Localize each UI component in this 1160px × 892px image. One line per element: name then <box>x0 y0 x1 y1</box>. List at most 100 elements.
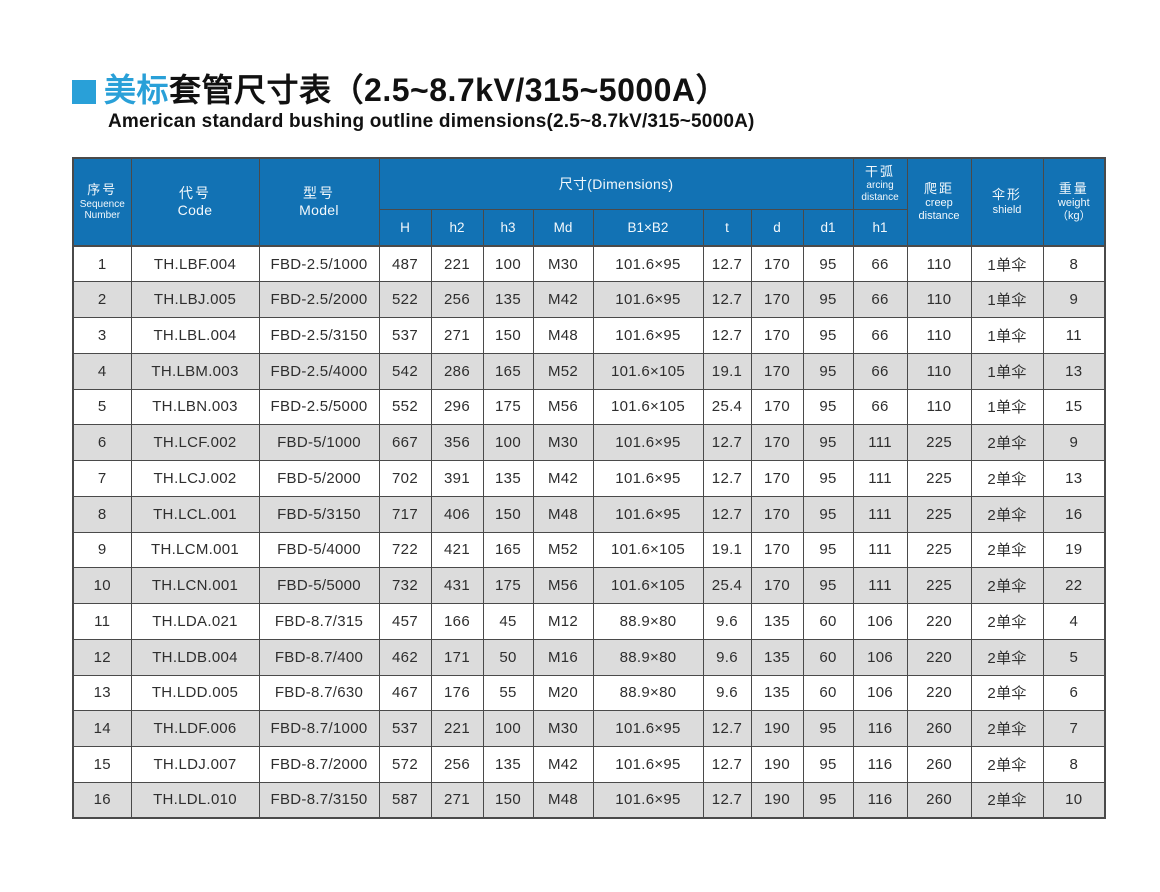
cell-d1: 95 <box>802 317 854 354</box>
cell-b1xb2: 101.6×105 <box>592 352 704 390</box>
cell-md: M42 <box>532 281 594 318</box>
cell-b1xb2: 88.9×80 <box>592 638 704 676</box>
cell-creep: 110 <box>906 388 972 426</box>
cell-t: 19.1 <box>702 531 752 569</box>
col-header-shield: 伞形 shield <box>970 157 1044 247</box>
cell-d1: 95 <box>802 281 854 318</box>
page-title: 美标套管尺寸表（2.5~8.7kV/315~5000A） <box>104 72 728 109</box>
cell-d1: 95 <box>802 352 854 390</box>
table-row: 8 TH.LCL.001 FBD-5/3150 717 406 150 M48 101.6×9… <box>72 495 1106 533</box>
cell-d: 135 <box>750 603 804 640</box>
dimensions-table: 序号 Sequence Number 代号 Code 型号 Model 尺寸(D… <box>72 157 1107 819</box>
cell-h3: 55 <box>482 674 534 712</box>
cell-code: TH.LDB.004 <box>130 638 260 676</box>
cell-creep: 260 <box>906 746 972 783</box>
cell-h2: 166 <box>430 603 484 640</box>
cell-md: M20 <box>532 674 594 712</box>
cell-d: 170 <box>750 317 804 354</box>
col-header-sequence-number: 序号 Sequence Number <box>72 157 132 247</box>
cell-h1: 111 <box>852 424 908 461</box>
cell-model: FBD-2.5/3150 <box>258 317 380 354</box>
cell-h3: 175 <box>482 388 534 426</box>
cell-h2: 391 <box>430 460 484 497</box>
cell-t: 12.7 <box>702 710 752 747</box>
cell-t: 25.4 <box>702 567 752 604</box>
cell-weight: 22 <box>1042 567 1106 604</box>
col-header-Md: Md <box>532 208 594 247</box>
cell-h2: 431 <box>430 567 484 604</box>
cell-shield: 2单伞 <box>970 781 1044 819</box>
cell-seq: 5 <box>72 388 132 426</box>
cell-h2: 286 <box>430 352 484 390</box>
cell-creep: 225 <box>906 460 972 497</box>
cell-model: FBD-2.5/4000 <box>258 352 380 390</box>
cell-creep: 220 <box>906 603 972 640</box>
cell-shield: 1单伞 <box>970 388 1044 426</box>
cell-h1: 111 <box>852 460 908 497</box>
cell-seq: 15 <box>72 746 132 783</box>
cell-h: 667 <box>378 424 432 461</box>
cell-md: M30 <box>532 245 594 283</box>
cell-d1: 95 <box>802 710 854 747</box>
cell-seq: 12 <box>72 638 132 676</box>
cell-h: 457 <box>378 603 432 640</box>
cell-creep: 110 <box>906 352 972 390</box>
table-row: 5 TH.LBN.003 FBD-2.5/5000 552 296 175 M56 101.6… <box>72 388 1106 426</box>
cell-d: 170 <box>750 352 804 390</box>
cell-h: 552 <box>378 388 432 426</box>
cell-weight: 9 <box>1042 281 1106 318</box>
cell-md: M30 <box>532 710 594 747</box>
title-block: 美标套管尺寸表（2.5~8.7kV/315~5000A） American st… <box>72 72 755 133</box>
cell-h1: 106 <box>852 674 908 712</box>
cell-h3: 165 <box>482 531 534 569</box>
cell-h: 542 <box>378 352 432 390</box>
cell-model: FBD-2.5/2000 <box>258 281 380 318</box>
cell-model: FBD-8.7/3150 <box>258 781 380 819</box>
cell-h3: 135 <box>482 281 534 318</box>
cell-h1: 116 <box>852 710 908 747</box>
cell-d: 170 <box>750 495 804 533</box>
cell-h: 587 <box>378 781 432 819</box>
cell-h3: 135 <box>482 460 534 497</box>
cell-md: M48 <box>532 317 594 354</box>
cell-model: FBD-5/4000 <box>258 531 380 569</box>
cell-t: 12.7 <box>702 424 752 461</box>
cell-seq: 6 <box>72 424 132 461</box>
cell-model: FBD-8.7/630 <box>258 674 380 712</box>
cell-md: M42 <box>532 746 594 783</box>
table-row: 6 TH.LCF.002 FBD-5/1000 667 356 100 M30 101.6×9… <box>72 424 1106 461</box>
table-row: 7 TH.LCJ.002 FBD-5/2000 702 391 135 M42 101.6×9… <box>72 460 1106 497</box>
table-row: 4 TH.LBM.003 FBD-2.5/4000 542 286 165 M52 101.6… <box>72 352 1106 390</box>
cell-h1: 116 <box>852 781 908 819</box>
cell-d: 190 <box>750 781 804 819</box>
cell-h2: 171 <box>430 638 484 676</box>
cell-md: M16 <box>532 638 594 676</box>
table-row: 11 TH.LDA.021 FBD-8.7/315 457 166 45 M12 88.9×8… <box>72 603 1106 640</box>
cell-shield: 2单伞 <box>970 674 1044 712</box>
cell-d: 135 <box>750 638 804 676</box>
cell-code: TH.LBF.004 <box>130 245 260 283</box>
cell-model: FBD-2.5/5000 <box>258 388 380 426</box>
cell-h1: 66 <box>852 317 908 354</box>
cell-h3: 150 <box>482 781 534 819</box>
cell-h: 732 <box>378 567 432 604</box>
cell-shield: 1单伞 <box>970 317 1044 354</box>
cell-seq: 14 <box>72 710 132 747</box>
table-row: 16 TH.LDL.010 FBD-8.7/3150 587 271 150 M48 101.… <box>72 781 1106 819</box>
cell-seq: 11 <box>72 603 132 640</box>
cell-h1: 66 <box>852 245 908 283</box>
cell-creep: 110 <box>906 281 972 318</box>
cell-d1: 95 <box>802 781 854 819</box>
col-header-t: t <box>702 208 752 247</box>
cell-seq: 2 <box>72 281 132 318</box>
cell-t: 9.6 <box>702 638 752 676</box>
cell-code: TH.LBM.003 <box>130 352 260 390</box>
cell-d1: 95 <box>802 388 854 426</box>
page-title-rest: 套管尺寸表（2.5~8.7kV/315~5000A） <box>169 72 729 108</box>
table-row: 15 TH.LDJ.007 FBD-8.7/2000 572 256 135 M42 101.… <box>72 746 1106 783</box>
cell-shield: 2单伞 <box>970 424 1044 461</box>
col-header-d: d <box>750 208 804 247</box>
cell-b1xb2: 101.6×105 <box>592 388 704 426</box>
cell-shield: 2单伞 <box>970 603 1044 640</box>
cell-b1xb2: 101.6×95 <box>592 424 704 461</box>
